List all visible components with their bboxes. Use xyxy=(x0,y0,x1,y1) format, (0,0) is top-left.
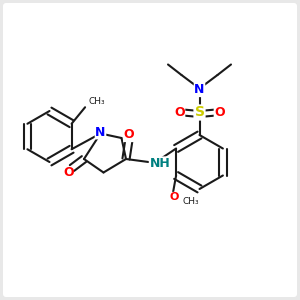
Text: NH: NH xyxy=(149,157,170,170)
Text: S: S xyxy=(194,106,205,119)
Text: N: N xyxy=(194,83,205,97)
Text: O: O xyxy=(170,192,179,203)
FancyBboxPatch shape xyxy=(3,3,297,297)
Text: O: O xyxy=(124,128,134,142)
Text: CH₃: CH₃ xyxy=(183,197,199,206)
Text: N: N xyxy=(95,126,106,139)
Text: O: O xyxy=(214,106,225,119)
Text: CH₃: CH₃ xyxy=(88,97,105,106)
Text: O: O xyxy=(174,106,185,119)
Text: O: O xyxy=(64,166,74,179)
